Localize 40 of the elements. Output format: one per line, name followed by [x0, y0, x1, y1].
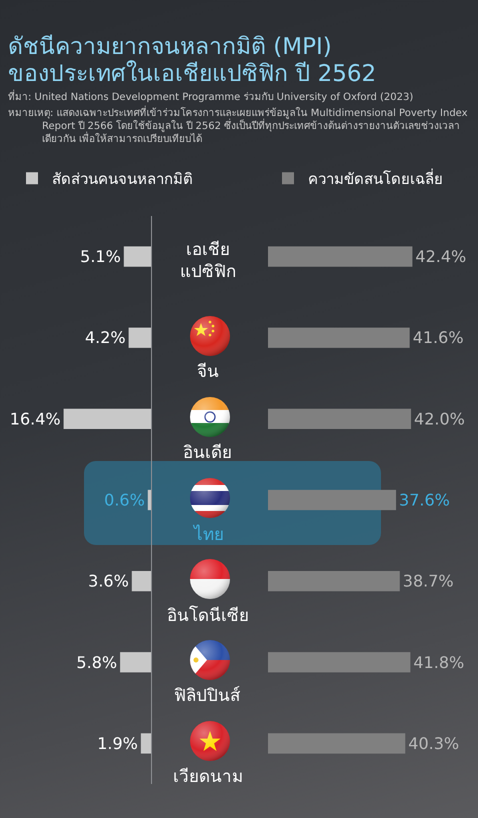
data-label: 42.0% [414, 409, 465, 428]
bar [268, 490, 396, 510]
chart-title: ดัชนีความยากจนหลากมิติ (MPI) ของประเทศในเอเชียแปซิฟิก ปี 2562 [8, 34, 378, 88]
y-tick-label: เอเชีย แปซิฟิก [180, 240, 236, 282]
bar [268, 652, 410, 672]
data-label: 3.6% [88, 572, 129, 591]
data-label: 5.8% [76, 652, 118, 672]
data-label: 42.4% [415, 247, 466, 266]
y-tick-label: จีน [197, 362, 219, 382]
bar [64, 408, 151, 429]
data-label: 1.9% [97, 734, 138, 753]
data-label: 0.6% [104, 490, 145, 510]
data-label: 5.1% [80, 247, 121, 266]
y-tick-label: เวียดนาม [173, 767, 243, 787]
bar [128, 328, 151, 348]
data-label: 41.6% [412, 328, 464, 348]
legend-label: สัดส่วนคนจนหลากมิติ [52, 170, 193, 188]
data-label: 16.4% [10, 409, 61, 428]
text: ที่มา: United Nations Development Programme ร่วมกับ University of Oxford (2023) [8, 91, 414, 104]
y-tick-label: อินโดนีเซีย [167, 605, 249, 626]
y-tick-label: ไทย [192, 524, 224, 545]
bar [140, 733, 151, 754]
bar [132, 571, 151, 592]
bar [148, 490, 151, 510]
y-tick-label: อินเดีย [183, 443, 232, 463]
data-label: 4.2% [84, 328, 126, 348]
y-tick-label: ฟิลิปปินส์ [174, 686, 241, 706]
data-label: 41.8% [413, 652, 464, 672]
data-label: 40.3% [408, 734, 460, 753]
bar [268, 408, 412, 429]
bar [268, 733, 406, 754]
bar [124, 246, 151, 267]
bar [120, 652, 151, 672]
data-label: 38.7% [402, 572, 454, 591]
text: หมายเหตุ: แสดงเฉพาะประเทศที่เข้าร่วมโครงการและเผยแพร่ข้อมูลใน Multidimensional Poverty Index Report ปี 2566 โดยใช้ข้อมูลใน ปี 2562 ซึ่งเป็นปีที่ทุกประเทศข้างต้นต่างรายงานตัวเลขช่วงเวลาเดียวกัน เพื่อให้สามารถเปรียบเทียบได้ [8, 107, 469, 146]
bar [268, 328, 410, 348]
bar [268, 571, 400, 592]
legend-label: ความขัดสนโดยเฉลี่ย [308, 168, 443, 188]
data-label: 37.6% [399, 490, 450, 510]
bar [268, 246, 412, 267]
